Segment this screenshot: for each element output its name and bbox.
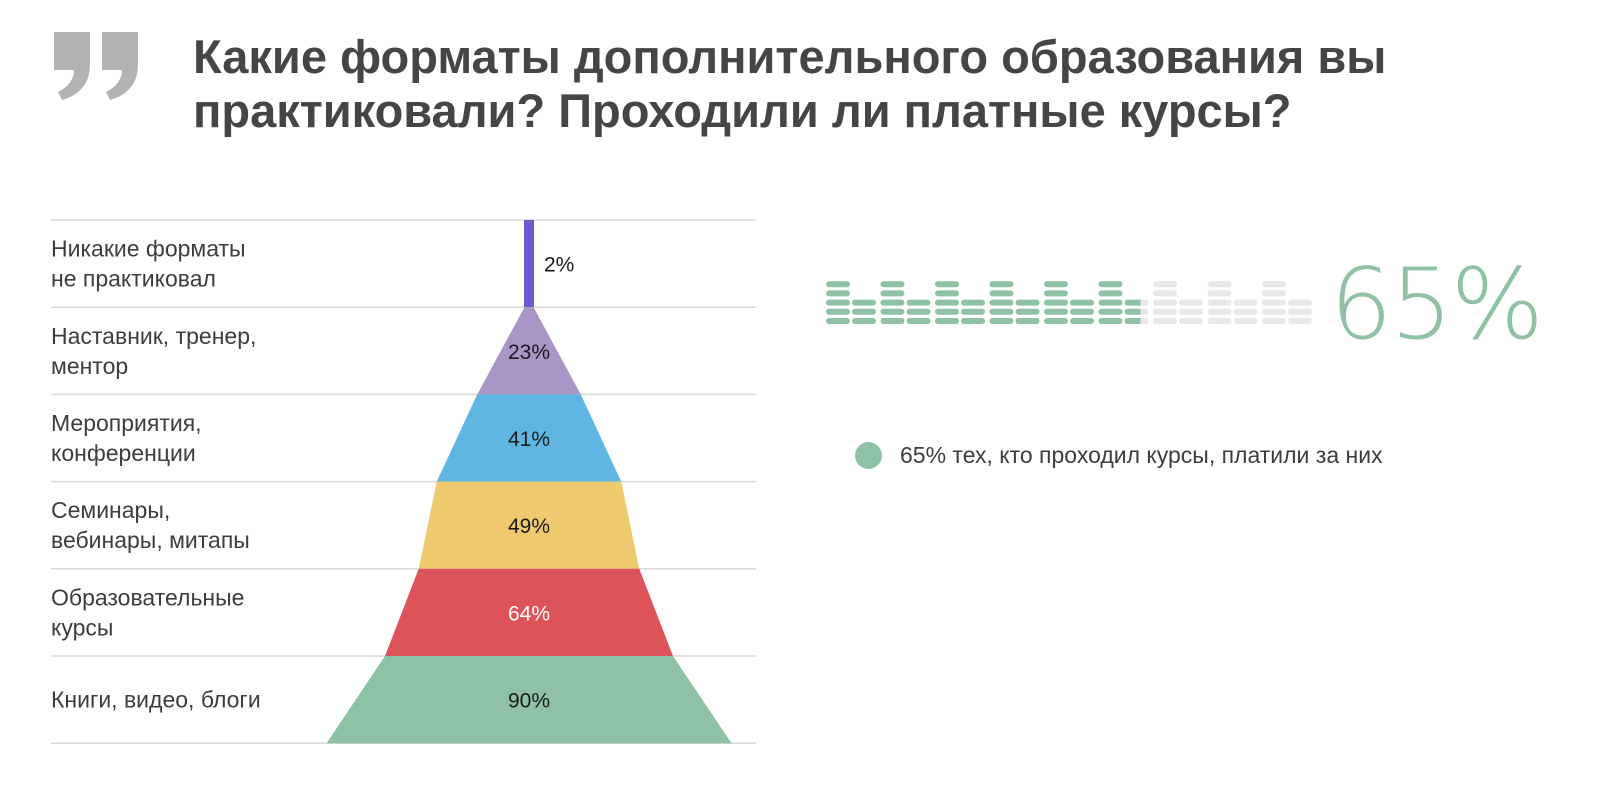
category-label: Семинары, вебинары, митапы — [51, 497, 250, 553]
coin-stack-icon — [1070, 299, 1094, 324]
coin-stack-icon — [906, 299, 931, 324]
value-label: 23% — [508, 341, 550, 364]
page-title: Какие форматы дополнительного образовани… — [193, 30, 1387, 137]
coin-stack-icon — [1098, 281, 1123, 324]
value-label: 49% — [508, 515, 550, 538]
legend-text: 65% тех, кто проходил курсы, платили за … — [900, 442, 1383, 468]
category-label: Наставник, тренер, ментор — [51, 323, 256, 379]
pyramid-segment — [418, 481, 640, 569]
coin-stack-icon — [935, 281, 959, 324]
big-percentage: 65% — [1330, 248, 1544, 362]
pyramid-segment — [326, 656, 732, 744]
coin-stack-icon — [1233, 299, 1258, 324]
category-label: Образовательные курсы — [51, 584, 244, 640]
coin-stack-icon — [852, 299, 876, 324]
quote-mark-right-glyph — [102, 32, 138, 100]
coin-stack-icon — [1140, 299, 1149, 324]
pyramid-segment — [524, 220, 534, 308]
pyramid-chart: 2% Никакие форматы не практиковал 23% Настав… — [51, 219, 756, 744]
category-label: Никакие форматы не практиковал — [51, 236, 246, 292]
coin-stack-icon — [880, 281, 905, 324]
quote-mark-icon — [54, 32, 138, 100]
coin-stack-icon — [1262, 281, 1286, 324]
pyramid-segment — [436, 394, 622, 482]
legend-dot-icon — [855, 442, 882, 469]
category-label: Мероприятия, конференции — [51, 410, 202, 466]
coin-stack-icon — [1124, 299, 1141, 324]
pyramid-segment — [477, 307, 581, 395]
coin-stack-icon — [1044, 281, 1068, 324]
legend: 65% тех, кто проходил курсы, платили за … — [855, 442, 1383, 469]
coin-stack-icon — [961, 299, 985, 324]
coin-stack-icon — [989, 281, 1014, 324]
coin-stack-icon — [1288, 299, 1312, 324]
value-label: 64% — [508, 602, 550, 625]
coin-stack-icon — [826, 281, 850, 324]
coin-stack-icon — [1153, 281, 1177, 324]
value-label: 41% — [508, 428, 550, 451]
coin-stacks — [1140, 281, 1312, 324]
coin-stack-icon — [1179, 299, 1203, 324]
coin-stacks — [826, 281, 1141, 324]
value-label: 90% — [508, 690, 550, 713]
category-label: Книги, видео, блоги — [51, 687, 261, 713]
quote-mark-left-glyph — [54, 32, 90, 100]
value-label: 2% — [544, 254, 574, 277]
coin-stack-icon — [1015, 299, 1040, 324]
pyramid-segment — [385, 568, 673, 656]
coin-stack-icon — [1207, 281, 1232, 324]
